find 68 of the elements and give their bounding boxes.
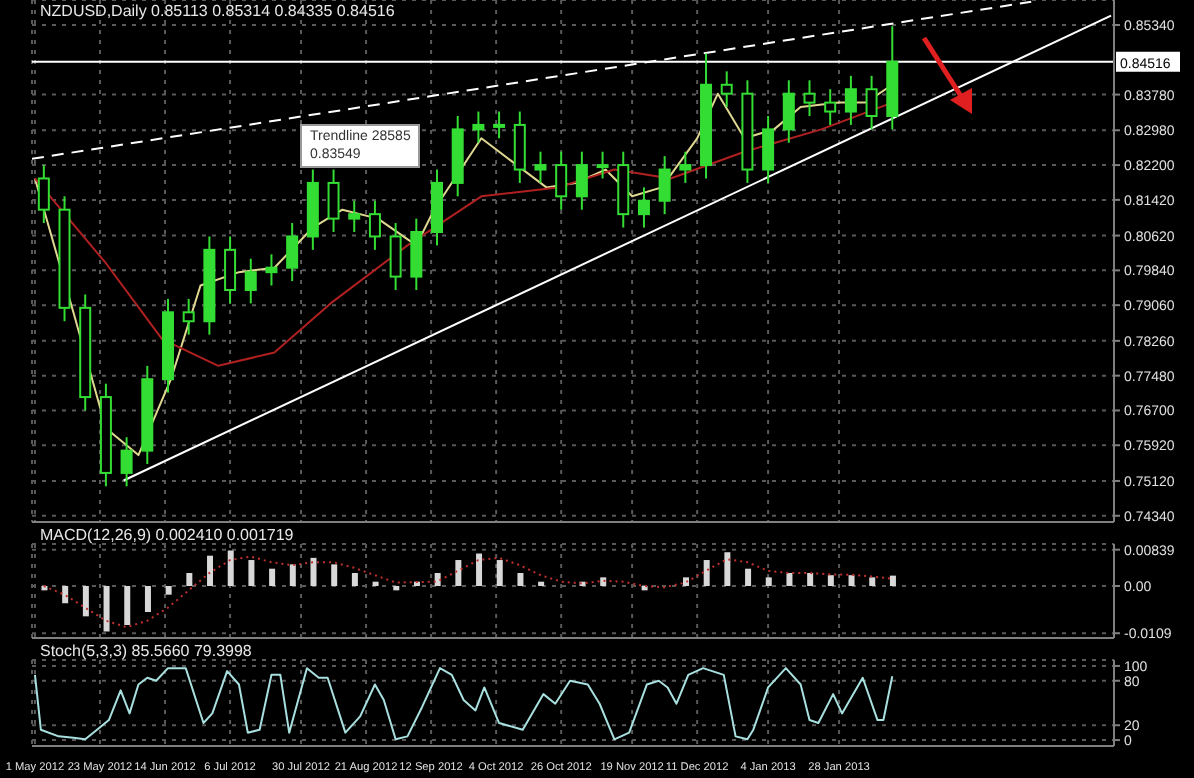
candlestick <box>782 79 795 144</box>
bar <box>269 568 276 587</box>
bar <box>848 575 855 587</box>
bar <box>289 564 296 587</box>
chart-title: NZDUSD,Daily 0.85113 0.85314 0.84335 0.84516 <box>38 2 397 20</box>
candlestick <box>348 199 361 233</box>
bar <box>455 560 462 587</box>
candlestick <box>824 88 837 126</box>
bar <box>248 560 255 587</box>
candlestick <box>534 150 547 184</box>
candlestick <box>182 297 195 336</box>
candlestick <box>120 436 133 488</box>
bar <box>351 573 358 587</box>
candlestick <box>762 115 775 184</box>
candlestick <box>265 253 278 287</box>
candlestick <box>637 186 650 229</box>
bar <box>827 575 834 587</box>
bar <box>207 555 214 587</box>
candlestick <box>513 110 526 184</box>
candlestick <box>493 110 506 140</box>
candlestick <box>327 168 340 233</box>
chart-title: Stoch(5,3,3) 85.5660 79.3998 <box>38 642 254 660</box>
bar <box>144 586 151 613</box>
candlestick <box>803 79 816 117</box>
candlestick <box>389 222 402 291</box>
bar <box>745 568 752 587</box>
candlestick <box>844 74 857 126</box>
bar <box>82 586 89 617</box>
bar <box>517 573 524 587</box>
chart-title: MACD(12,26,9) 0.002410 0.001719 <box>38 526 296 544</box>
bar <box>186 573 193 587</box>
bar <box>124 586 131 625</box>
candlestick <box>658 155 671 216</box>
bar <box>765 577 772 587</box>
bar <box>807 573 814 587</box>
bar <box>786 573 793 587</box>
candlestick <box>368 199 381 251</box>
bar <box>165 586 172 595</box>
candlestick <box>244 257 257 305</box>
bar <box>496 560 503 587</box>
candlestick <box>555 150 568 211</box>
line-series <box>33 667 894 741</box>
candlestick <box>37 164 50 225</box>
candlestick <box>224 235 237 305</box>
bar <box>538 581 545 587</box>
bar <box>724 552 731 587</box>
line-series <box>42 555 894 629</box>
bar <box>331 564 338 587</box>
bar <box>476 553 483 587</box>
candlestick <box>286 222 299 283</box>
bar <box>869 577 876 587</box>
bar <box>434 573 441 587</box>
candlestick <box>410 217 423 291</box>
candlestick <box>472 110 485 144</box>
bar <box>889 575 896 587</box>
bar <box>227 550 234 587</box>
candlestick <box>720 70 733 109</box>
bar <box>103 586 110 632</box>
bar <box>372 581 379 587</box>
bar <box>682 577 689 587</box>
bar <box>62 586 69 604</box>
candlestick <box>865 74 878 131</box>
candlestick <box>575 150 588 211</box>
candlestick <box>679 150 692 184</box>
candlestick <box>596 150 609 180</box>
bar <box>600 577 607 587</box>
bar <box>310 557 317 587</box>
bar <box>703 560 710 587</box>
